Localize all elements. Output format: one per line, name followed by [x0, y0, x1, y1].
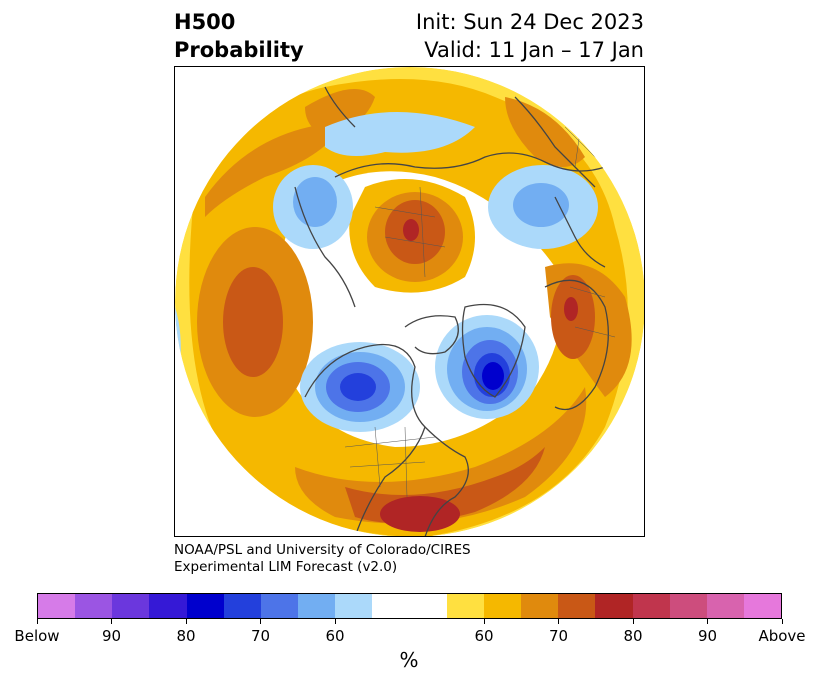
contour-fill — [175, 67, 644, 536]
colorbar-tick — [334, 619, 336, 624]
init-date-label: Init: Sun 24 Dec 2023 — [415, 10, 644, 34]
colorbar-cell — [669, 594, 707, 618]
colorbar-tick-label: 60 — [325, 627, 345, 645]
map-title: H500 Probability — [174, 8, 304, 64]
colorbar-tick — [111, 619, 112, 624]
warm-band-north-pacific — [205, 122, 345, 217]
warm-core-arctic-80 — [403, 219, 419, 241]
colorbar-tick — [483, 619, 485, 624]
colorbar-cell — [595, 594, 633, 618]
colorbar-tick-label: Below — [14, 627, 60, 645]
colorbar-cell — [632, 594, 670, 618]
colorbar-cell — [335, 594, 373, 618]
colorbar-tick — [260, 619, 261, 624]
credit-text: NOAA/PSL and University of Colorado/CIRE… — [174, 542, 471, 576]
colorbar-tick-label: Above — [758, 627, 806, 645]
colorbar-cell — [446, 594, 484, 618]
warm-core-europe-80 — [564, 297, 578, 321]
colorbar-cell — [223, 594, 261, 618]
colorbar-cell — [260, 594, 299, 618]
colorbar-cell — [149, 594, 187, 618]
colorbar-cell — [521, 594, 559, 618]
colorbar-tick-label: 80 — [176, 627, 196, 645]
coastlines — [294, 86, 609, 536]
colorbar-unit: % — [399, 648, 419, 672]
colorbar-cell — [112, 594, 150, 618]
colorbar-tick — [558, 619, 559, 624]
colorbar-cell — [743, 594, 782, 618]
valid-date-label: Valid: 11 Jan – 17 Jan — [424, 38, 644, 62]
colorbar-tick — [36, 619, 38, 624]
title-quantity: Probability — [174, 38, 304, 62]
forecast-dates: Init: Sun 24 Dec 2023 Valid: 11 Jan – 17… — [416, 8, 644, 64]
colorbar-cell — [298, 594, 336, 618]
warm-core-gulf-80 — [380, 496, 460, 532]
cool-band-asia-60 — [325, 112, 475, 156]
colorbar-cell — [706, 594, 744, 618]
colorbar-tick-label: 70 — [250, 627, 271, 645]
credit-line-1: NOAA/PSL and University of Colorado/CIRE… — [174, 542, 471, 558]
cool-core-atlantic-80 — [482, 362, 504, 390]
colorbar-cell — [483, 594, 522, 618]
colorbar-tick — [707, 619, 708, 624]
title-variable: H500 — [174, 10, 236, 34]
map-canvas — [175, 67, 644, 536]
colorbar-cell — [38, 594, 76, 618]
colorbar-tick — [185, 619, 187, 624]
cool-blob-scandinavia-70 — [513, 183, 569, 227]
cool-core-namerica-75 — [340, 373, 376, 401]
colorbar-cell — [558, 594, 596, 618]
probability-map — [174, 66, 645, 537]
colorbar-tick-label: 80 — [623, 627, 643, 645]
colorbar — [37, 593, 782, 619]
warm-lobe-pacific-75 — [223, 267, 283, 377]
north-pole-marker — [406, 298, 414, 306]
colorbar-tick-label: 90 — [101, 627, 122, 645]
colorbar-tick — [781, 619, 783, 624]
warm-blob-siberia-70 — [305, 89, 375, 137]
credit-line-2: Experimental LIM Forecast (v2.0) — [174, 559, 398, 575]
colorbar-cell — [372, 594, 410, 618]
colorbar-tick-label: 90 — [697, 627, 718, 645]
colorbar-tick-label: 60 — [474, 627, 494, 645]
colorbar-cell — [186, 594, 224, 618]
colorbar-cell — [75, 594, 113, 618]
colorbar-tick-label: 70 — [548, 627, 569, 645]
colorbar-cell — [409, 594, 447, 618]
colorbar-tick — [632, 619, 634, 624]
